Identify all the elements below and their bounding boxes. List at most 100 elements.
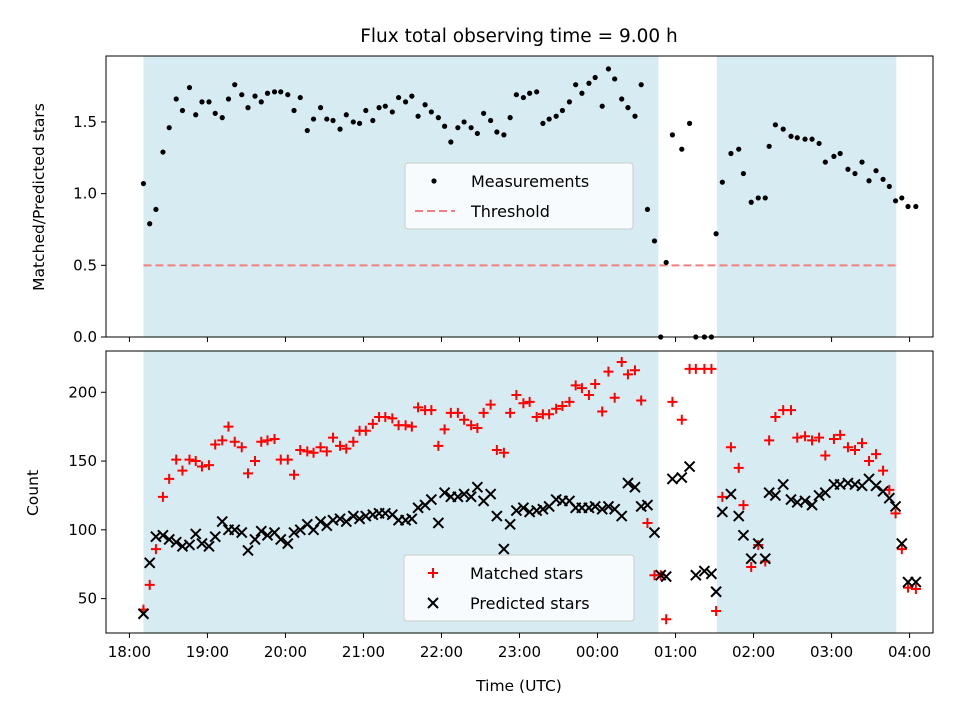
data-point: [625, 105, 631, 111]
x-tick-label: 21:00: [342, 643, 385, 661]
data-point: [686, 120, 693, 126]
data-point: [488, 117, 494, 124]
data-point: [669, 132, 676, 138]
data-point: [517, 502, 530, 514]
data-point: [166, 125, 172, 131]
data-point: [763, 486, 775, 499]
data-point: [363, 107, 369, 114]
data-point: [609, 392, 620, 403]
data-point: [636, 395, 647, 406]
data-point: [527, 90, 533, 96]
data-point: [733, 462, 744, 473]
data-point: [733, 510, 745, 522]
data-point: [337, 126, 343, 132]
data-point: [764, 435, 775, 446]
data-point: [537, 503, 549, 515]
data-point: [622, 477, 634, 489]
bottom-panel-counts: 50 100 150 200 18:00 19:00 20:00 21:00 22:00 23:0…: [68, 350, 934, 661]
data-point: [651, 238, 658, 244]
data-point: [642, 517, 653, 528]
data-point: [442, 123, 448, 129]
legend-label: Predicted stars: [470, 594, 590, 613]
data-point: [206, 99, 212, 105]
data-point: [629, 365, 640, 376]
data-point: [592, 74, 598, 81]
data-point: [845, 166, 851, 172]
data-point: [511, 390, 522, 401]
data-point: [321, 446, 332, 457]
legend-marker: [427, 597, 439, 609]
data-point: [505, 407, 516, 418]
data-point: [762, 195, 768, 201]
data-point: [498, 447, 509, 458]
x-tick-label: 04:00: [888, 643, 931, 661]
data-point: [886, 183, 892, 190]
data-point: [892, 198, 899, 204]
data-point: [455, 125, 461, 131]
data-point: [353, 513, 366, 525]
data-point: [786, 405, 797, 416]
data-point: [400, 420, 411, 431]
data-point: [661, 614, 672, 625]
data-point: [596, 503, 608, 515]
data-point: [780, 126, 786, 132]
data-point: [889, 500, 902, 513]
data-point: [570, 380, 581, 391]
data-point: [725, 442, 736, 453]
data-point: [150, 544, 161, 555]
y-axis-label-bottom: Count: [24, 470, 42, 516]
data-point: [878, 465, 889, 476]
data-point: [425, 493, 438, 506]
data-point: [772, 122, 779, 128]
data-point: [382, 103, 388, 109]
data-point: [520, 94, 527, 101]
data-point: [439, 424, 450, 435]
data-point: [800, 431, 811, 442]
top-panel-ratio: 0.0 0.5 1.0 1.5 Measurements Threshold: [73, 55, 934, 346]
data-point: [466, 420, 477, 431]
data-point: [544, 409, 555, 420]
data-point: [360, 425, 371, 436]
data-point: [269, 434, 280, 445]
data-point: [137, 608, 150, 620]
data-point: [518, 398, 529, 409]
data-point: [229, 436, 240, 447]
data-point: [494, 129, 500, 135]
data-point: [713, 231, 719, 237]
data-point: [140, 180, 147, 187]
data-point: [324, 116, 330, 122]
data-point: [491, 445, 502, 456]
data-point: [910, 576, 922, 588]
data-point: [242, 544, 254, 557]
data-point: [880, 176, 886, 182]
data-point: [690, 569, 702, 581]
data-point: [340, 515, 353, 528]
x-tick-label: 23:00: [498, 643, 541, 661]
data-point: [507, 115, 513, 121]
data-point: [831, 153, 837, 159]
data-point: [380, 412, 391, 423]
data-point: [245, 105, 251, 111]
data-point: [759, 553, 771, 565]
data-point: [334, 513, 346, 525]
data-point: [461, 119, 467, 125]
data-point: [171, 454, 182, 465]
data-point: [873, 168, 879, 174]
data-point: [289, 469, 300, 480]
data-point: [144, 579, 155, 590]
data-point: [799, 495, 811, 507]
data-point: [485, 399, 496, 410]
y-tick-label: 0.0: [73, 328, 97, 346]
data-point: [679, 146, 685, 152]
data-point: [638, 82, 644, 88]
data-point: [302, 446, 313, 457]
y-axis-label-top: Matched/Predicted stars: [30, 103, 48, 291]
data-point: [842, 442, 853, 453]
data-point: [157, 491, 168, 502]
data-point: [849, 445, 860, 456]
data-point: [510, 504, 523, 517]
x-tick-label: 03:00: [810, 643, 853, 661]
data-point: [387, 413, 398, 424]
data-point: [160, 149, 166, 155]
data-point: [660, 570, 672, 583]
